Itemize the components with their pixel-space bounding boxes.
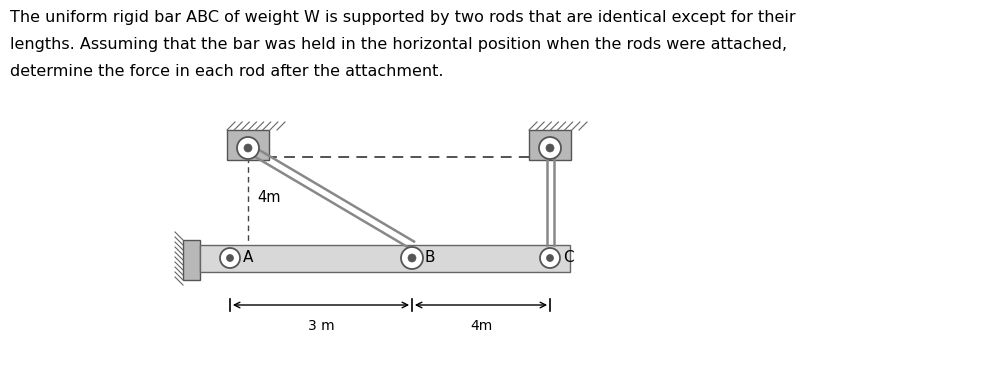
Text: 3 m: 3 m — [307, 319, 334, 333]
Polygon shape — [529, 130, 571, 160]
Polygon shape — [227, 130, 269, 160]
Circle shape — [237, 137, 259, 159]
Circle shape — [401, 247, 423, 269]
Text: A: A — [243, 250, 254, 266]
Text: The uniform rigid bar ABC of weight W is supported by two rods that are identica: The uniform rigid bar ABC of weight W is… — [10, 10, 796, 25]
Circle shape — [546, 255, 554, 261]
Text: determine the force in each rod after the attachment.: determine the force in each rod after th… — [10, 64, 444, 79]
Text: C: C — [563, 250, 574, 266]
Circle shape — [540, 248, 560, 268]
Text: 4m: 4m — [470, 319, 493, 333]
Circle shape — [244, 144, 252, 152]
Text: B: B — [425, 250, 435, 266]
Text: 4m: 4m — [257, 190, 280, 205]
Polygon shape — [200, 245, 570, 272]
Circle shape — [539, 137, 561, 159]
Circle shape — [408, 254, 416, 262]
Text: lengths. Assuming that the bar was held in the horizontal position when the rods: lengths. Assuming that the bar was held … — [10, 37, 787, 52]
Circle shape — [546, 144, 554, 152]
Circle shape — [227, 255, 234, 261]
Circle shape — [220, 248, 240, 268]
Polygon shape — [183, 240, 200, 280]
